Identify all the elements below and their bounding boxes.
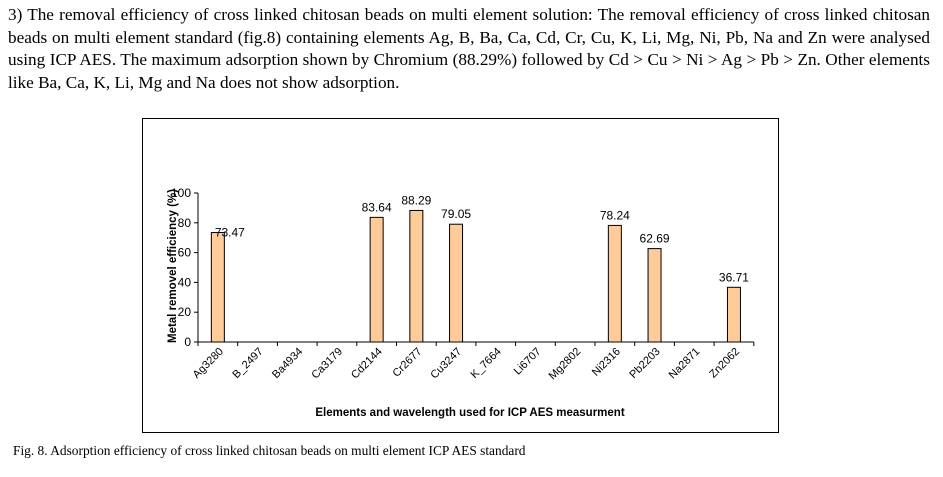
y-tick-label: 20 <box>178 305 192 319</box>
data-label: 88.29 <box>401 193 431 207</box>
bar-Ag3280 <box>210 232 225 343</box>
y-axis-title: Metal removel efficiency (%) <box>167 189 179 343</box>
x-axis-title: Elements and wavelength used for ICP AES… <box>315 407 624 419</box>
bar-Pb2203 <box>647 248 662 343</box>
y-tick-label: 100 <box>171 186 191 200</box>
data-label: 79.05 <box>441 207 471 221</box>
y-tick-label: 60 <box>178 246 192 260</box>
y-tick-label: 80 <box>178 216 192 230</box>
bar-Cr2677 <box>409 209 424 343</box>
y-tick-label: 40 <box>178 275 192 289</box>
data-label: 83.64 <box>362 200 392 214</box>
y-tick-label: 0 <box>184 335 191 349</box>
body-paragraph: 3) The removal efficiency of cross linke… <box>8 5 930 92</box>
data-label: 78.24 <box>600 208 630 222</box>
figure-caption: Fig. 8. Adsorption efficiency of cross l… <box>13 443 526 458</box>
data-label: 73.47 <box>215 226 245 240</box>
bar-Zn2062 <box>726 286 741 343</box>
data-label: 36.71 <box>719 270 749 284</box>
bar-Ni2316 <box>607 224 622 343</box>
bar-Cd2144 <box>369 216 384 343</box>
data-label: 62.69 <box>640 232 670 246</box>
bar-Cu3247 <box>449 223 464 343</box>
